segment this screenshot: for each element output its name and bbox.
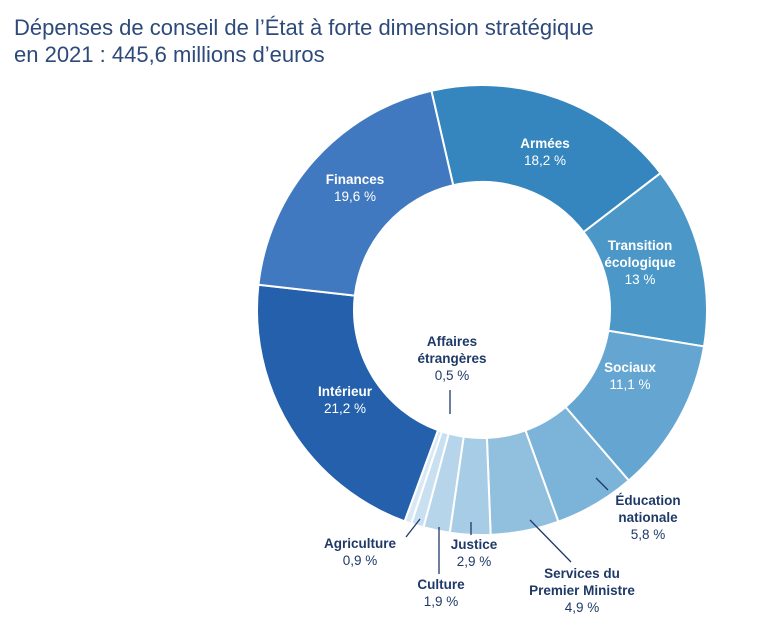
slice-label-transition-ecologique: Transition écologique 13 %	[604, 238, 676, 287]
slice-label-affaires-etrangeres: Affaires étrangères 0,5 %	[417, 334, 486, 383]
slice-label-culture: Culture 1,9 %	[417, 577, 465, 609]
slice-value-education-nationale: 5,8 %	[631, 527, 666, 542]
leader-line-agriculture	[405, 518, 421, 538]
slice-finances	[257, 89, 455, 297]
slice-label-education-nationale: Éducation nationale 5,8 %	[615, 493, 680, 542]
slice-label-armees: Armées 18,2 %	[520, 136, 570, 168]
slice-labels: Armées 18,2 % Transition écologique 13 % Soci…	[318, 136, 681, 615]
slice-value-culture: 1,9 %	[424, 594, 459, 609]
slice-label-finances: Finances 19,6 %	[326, 172, 385, 204]
slice-label-interieur: Intérieur 21,2 %	[318, 384, 373, 416]
slice-value-interieur: 21,2 %	[324, 401, 366, 416]
slice-value-armees: 18,2 %	[524, 153, 566, 168]
slice-label-services-du-premier-ministre: Services du Premier Ministre 4,9 %	[529, 566, 635, 615]
slice-value-services-du-premier-ministre: 4,9 %	[565, 600, 600, 615]
slice-value-transition-ecologique: 13 %	[625, 272, 656, 287]
slice-interieur	[256, 283, 440, 523]
slice-value-agriculture: 0,9 %	[343, 553, 378, 568]
slice-armees	[430, 84, 662, 234]
leader-line-services-du-premier-ministre	[529, 519, 572, 563]
slice-value-sociaux: 11,1 %	[609, 377, 650, 392]
chart-title: Dépenses de conseil de l’État à forte di…	[14, 14, 754, 68]
slice-label-sociaux: Sociaux 11,1 %	[604, 360, 656, 392]
slice-value-affaires-etrangeres: 0,5 %	[435, 368, 470, 383]
leader-line-education-nationale	[595, 477, 609, 491]
chart-title-line-1: Dépenses de conseil de l’État à forte di…	[14, 15, 594, 40]
slice-label-agriculture: Agriculture 0,9 %	[324, 536, 397, 568]
donut-slices	[256, 84, 708, 536]
chart-title-line-2: en 2021 : 445,6 millions d’euros	[14, 42, 325, 67]
slice-value-justice: 2,9 %	[457, 554, 492, 569]
slice-label-justice: Justice 2,9 %	[451, 537, 498, 569]
slice-value-finances: 19,6 %	[334, 189, 376, 204]
